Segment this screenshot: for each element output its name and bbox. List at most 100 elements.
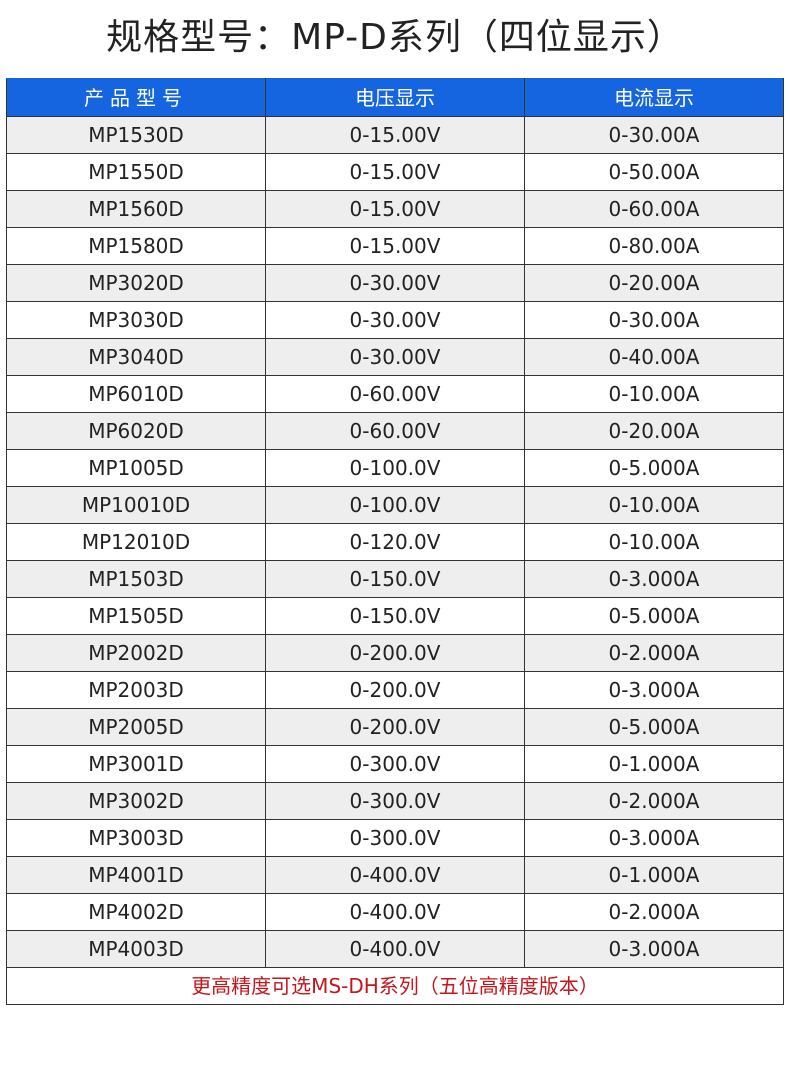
cell-current: 0-20.00A (524, 412, 784, 450)
cell-current: 0-10.00A (524, 375, 784, 413)
cell-voltage: 0-15.00V (265, 116, 525, 154)
cell-model: MP4003D (6, 930, 266, 968)
cell-current: 0-10.00A (524, 523, 784, 561)
cell-model: MP12010D (6, 523, 266, 561)
cell-current: 0-5.000A (524, 708, 784, 746)
cell-current: 0-1.000A (524, 745, 784, 783)
table-row: MP10010D 0-100.0V 0-10.00A (6, 486, 784, 524)
cell-model: MP2005D (6, 708, 266, 746)
cell-model: MP2002D (6, 634, 266, 672)
cell-current: 0-10.00A (524, 486, 784, 524)
cell-voltage: 0-200.0V (265, 708, 525, 746)
table-row: MP12010D 0-120.0V 0-10.00A (6, 523, 784, 561)
cell-model: MP3030D (6, 301, 266, 339)
table-row: MP4002D 0-400.0V 0-2.000A (6, 893, 784, 931)
cell-model: MP1005D (6, 449, 266, 487)
cell-model: MP3003D (6, 819, 266, 857)
cell-model: MP3001D (6, 745, 266, 783)
cell-voltage: 0-30.00V (265, 301, 525, 339)
cell-model: MP4002D (6, 893, 266, 931)
cell-model: MP3002D (6, 782, 266, 820)
cell-current: 0-30.00A (524, 116, 784, 154)
header-current: 电流显示 (524, 78, 784, 117)
cell-model: MP3040D (6, 338, 266, 376)
cell-voltage: 0-400.0V (265, 930, 525, 968)
cell-current: 0-3.000A (524, 819, 784, 857)
table-row: MP2002D 0-200.0V 0-2.000A (6, 634, 784, 672)
cell-voltage: 0-300.0V (265, 745, 525, 783)
table-row: MP1580D 0-15.00V 0-80.00A (6, 227, 784, 265)
table-row: MP1005D 0-100.0V 0-5.000A (6, 449, 784, 487)
header-model: 产品型号 (6, 78, 266, 117)
footer-note: 更高精度可选MS-DH系列（五位高精度版本） (6, 967, 784, 1005)
cell-current: 0-3.000A (524, 560, 784, 598)
cell-current: 0-3.000A (524, 930, 784, 968)
cell-voltage: 0-15.00V (265, 153, 525, 191)
cell-model: MP2003D (6, 671, 266, 709)
cell-model: MP6020D (6, 412, 266, 450)
cell-model: MP6010D (6, 375, 266, 413)
cell-current: 0-1.000A (524, 856, 784, 894)
table-row: MP2005D 0-200.0V 0-5.000A (6, 708, 784, 746)
table-row: MP2003D 0-200.0V 0-3.000A (6, 671, 784, 709)
table-row: MP1550D 0-15.00V 0-50.00A (6, 153, 784, 191)
cell-model: MP1505D (6, 597, 266, 635)
table-row: MP4003D 0-400.0V 0-3.000A (6, 930, 784, 968)
cell-model: MP1580D (6, 227, 266, 265)
cell-current: 0-80.00A (524, 227, 784, 265)
table-row: MP3040D 0-30.00V 0-40.00A (6, 338, 784, 376)
cell-current: 0-2.000A (524, 634, 784, 672)
cell-model: MP1530D (6, 116, 266, 154)
table-row: MP3020D 0-30.00V 0-20.00A (6, 264, 784, 302)
table-row: MP1505D 0-150.0V 0-5.000A (6, 597, 784, 635)
cell-voltage: 0-200.0V (265, 634, 525, 672)
cell-voltage: 0-400.0V (265, 893, 525, 931)
cell-voltage: 0-300.0V (265, 782, 525, 820)
table-row: MP1503D 0-150.0V 0-3.000A (6, 560, 784, 598)
cell-current: 0-5.000A (524, 597, 784, 635)
cell-current: 0-5.000A (524, 449, 784, 487)
cell-voltage: 0-30.00V (265, 338, 525, 376)
cell-voltage: 0-60.00V (265, 375, 525, 413)
cell-model: MP1560D (6, 190, 266, 228)
table-row: MP1560D 0-15.00V 0-60.00A (6, 190, 784, 228)
table-row: MP6020D 0-60.00V 0-20.00A (6, 412, 784, 450)
cell-voltage: 0-30.00V (265, 264, 525, 302)
header-voltage: 电压显示 (265, 78, 525, 117)
cell-voltage: 0-120.0V (265, 523, 525, 561)
cell-voltage: 0-15.00V (265, 190, 525, 228)
table-row: MP6010D 0-60.00V 0-10.00A (6, 375, 784, 413)
cell-current: 0-20.00A (524, 264, 784, 302)
cell-voltage: 0-150.0V (265, 597, 525, 635)
table-header-row: 产品型号 电压显示 电流显示 (6, 78, 784, 117)
cell-voltage: 0-400.0V (265, 856, 525, 894)
table-row: MP4001D 0-400.0V 0-1.000A (6, 856, 784, 894)
cell-current: 0-2.000A (524, 782, 784, 820)
cell-voltage: 0-60.00V (265, 412, 525, 450)
spec-table: 产品型号 电压显示 电流显示 MP1530D 0-15.00V 0-30.00A MP… (6, 78, 784, 1005)
table-row: MP3002D 0-300.0V 0-2.000A (6, 782, 784, 820)
cell-voltage: 0-100.0V (265, 449, 525, 487)
cell-current: 0-50.00A (524, 153, 784, 191)
cell-voltage: 0-15.00V (265, 227, 525, 265)
cell-current: 0-2.000A (524, 893, 784, 931)
cell-voltage: 0-100.0V (265, 486, 525, 524)
table-row: MP3003D 0-300.0V 0-3.000A (6, 819, 784, 857)
cell-current: 0-30.00A (524, 301, 784, 339)
cell-voltage: 0-300.0V (265, 819, 525, 857)
footer-row: 更高精度可选MS-DH系列（五位高精度版本） (6, 967, 784, 1005)
cell-voltage: 0-200.0V (265, 671, 525, 709)
cell-model: MP10010D (6, 486, 266, 524)
cell-model: MP1550D (6, 153, 266, 191)
cell-voltage: 0-150.0V (265, 560, 525, 598)
table-row: MP3030D 0-30.00V 0-30.00A (6, 301, 784, 339)
cell-current: 0-60.00A (524, 190, 784, 228)
cell-current: 0-3.000A (524, 671, 784, 709)
table-row: MP3001D 0-300.0V 0-1.000A (6, 745, 784, 783)
cell-model: MP3020D (6, 264, 266, 302)
cell-model: MP4001D (6, 856, 266, 894)
cell-model: MP1503D (6, 560, 266, 598)
table-row: MP1530D 0-15.00V 0-30.00A (6, 116, 784, 154)
page-title: 规格型号：MP-D系列（四位显示） (106, 17, 684, 58)
cell-current: 0-40.00A (524, 338, 784, 376)
